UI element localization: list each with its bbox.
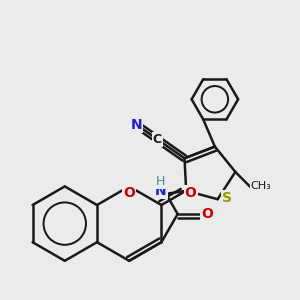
Text: S: S — [222, 191, 232, 205]
Text: CH₃: CH₃ — [250, 181, 271, 191]
Text: N: N — [155, 184, 167, 198]
Text: O: O — [185, 186, 197, 200]
Text: C: C — [153, 134, 162, 146]
Text: O: O — [201, 207, 213, 221]
Text: H: H — [156, 175, 165, 188]
Text: N: N — [130, 118, 142, 132]
Text: O: O — [123, 186, 135, 200]
